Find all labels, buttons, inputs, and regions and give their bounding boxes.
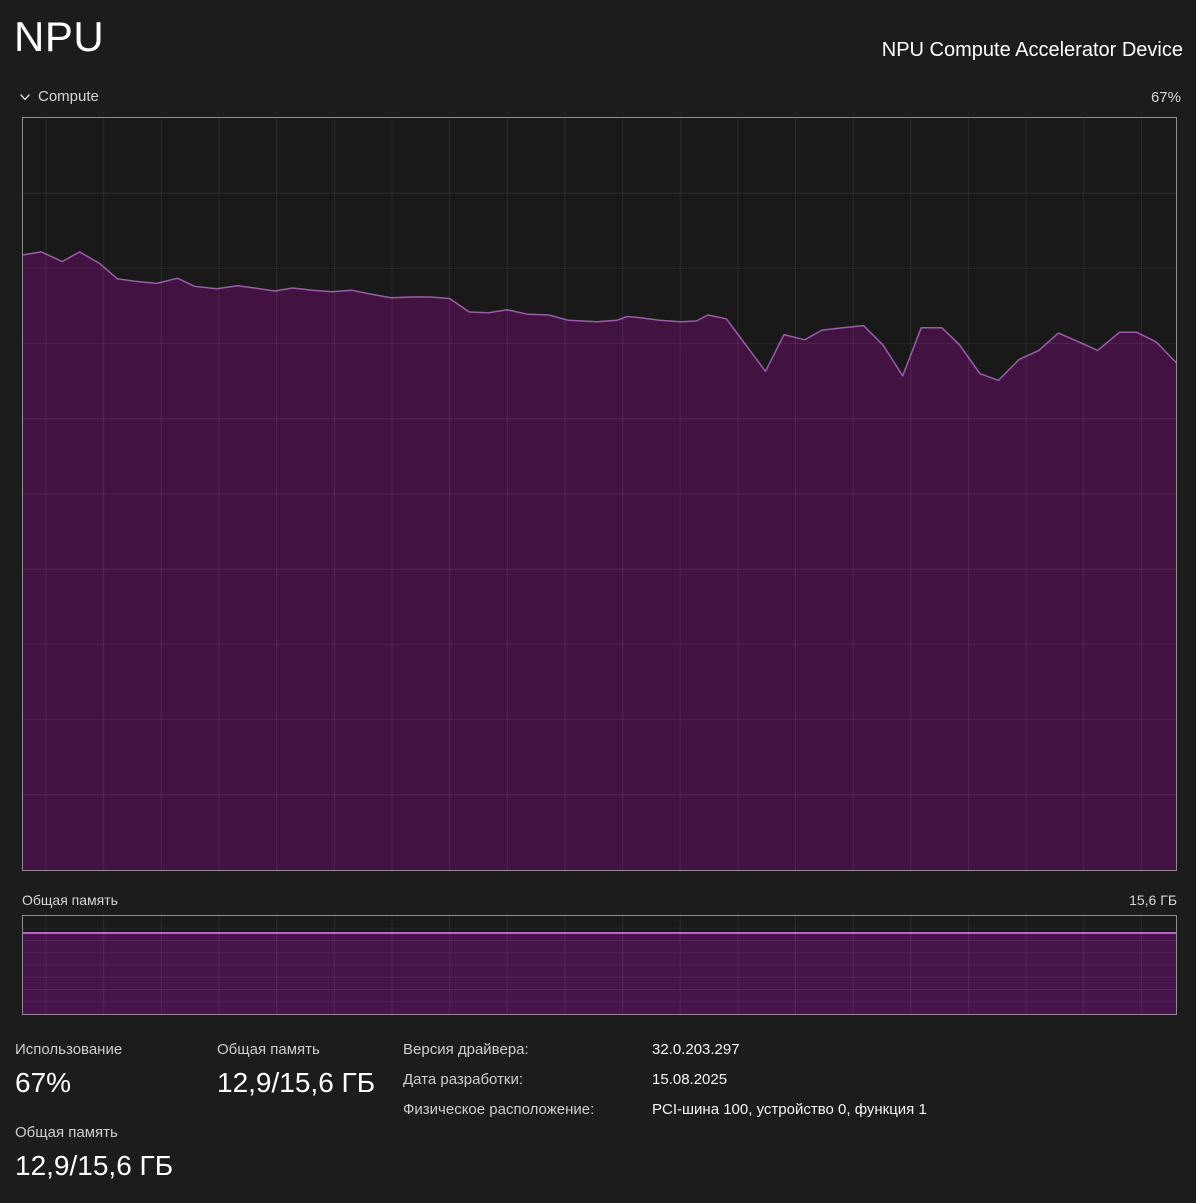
memory-graph-max: 15,6 ГБ [1129, 892, 1177, 908]
shared-memory-stat2-label: Общая память [15, 1124, 118, 1141]
chevron-down-icon [19, 93, 31, 102]
page-title: NPU [14, 13, 105, 60]
driver-date-value: 15.08.2025 [652, 1071, 728, 1088]
compute-chart-svg [23, 118, 1176, 870]
usage-stat-value: 67% [15, 1067, 72, 1098]
shared-memory-stat2-value: 12,9/15,6 ГБ [15, 1150, 174, 1181]
device-name: NPU Compute Accelerator Device [881, 39, 1183, 61]
driver-version-row: Версия драйвера: 32.0.203.297 [403, 1040, 927, 1059]
driver-date-row: Дата разработки: 15.08.2025 [403, 1070, 927, 1089]
shared-memory-stat-label: Общая память [217, 1041, 320, 1058]
compute-section-header[interactable]: Compute [19, 88, 99, 105]
compute-utilization-chart[interactable] [22, 117, 1177, 871]
memory-chart-svg [23, 916, 1176, 1014]
compute-current-percent: 67% [1150, 89, 1181, 106]
memory-graph-label: Общая память [22, 892, 118, 908]
compute-section-label: Compute [38, 88, 99, 105]
driver-version-label: Версия драйвера: [403, 1041, 529, 1058]
shared-memory-stat-value: 12,9/15,6 ГБ [217, 1067, 376, 1098]
physical-location-row: Физическое расположение: PCI-шина 100, у… [403, 1100, 927, 1119]
physical-location-label: Физическое расположение: [403, 1101, 595, 1118]
driver-details-block: Версия драйвера: 32.0.203.297 Дата разра… [403, 1040, 927, 1130]
driver-version-value: 32.0.203.297 [652, 1041, 740, 1058]
driver-date-label: Дата разработки: [403, 1071, 524, 1088]
usage-stat-label: Использование [15, 1041, 123, 1058]
physical-location-value: PCI-шина 100, устройство 0, функция 1 [652, 1101, 927, 1118]
shared-memory-chart[interactable] [22, 915, 1177, 1015]
